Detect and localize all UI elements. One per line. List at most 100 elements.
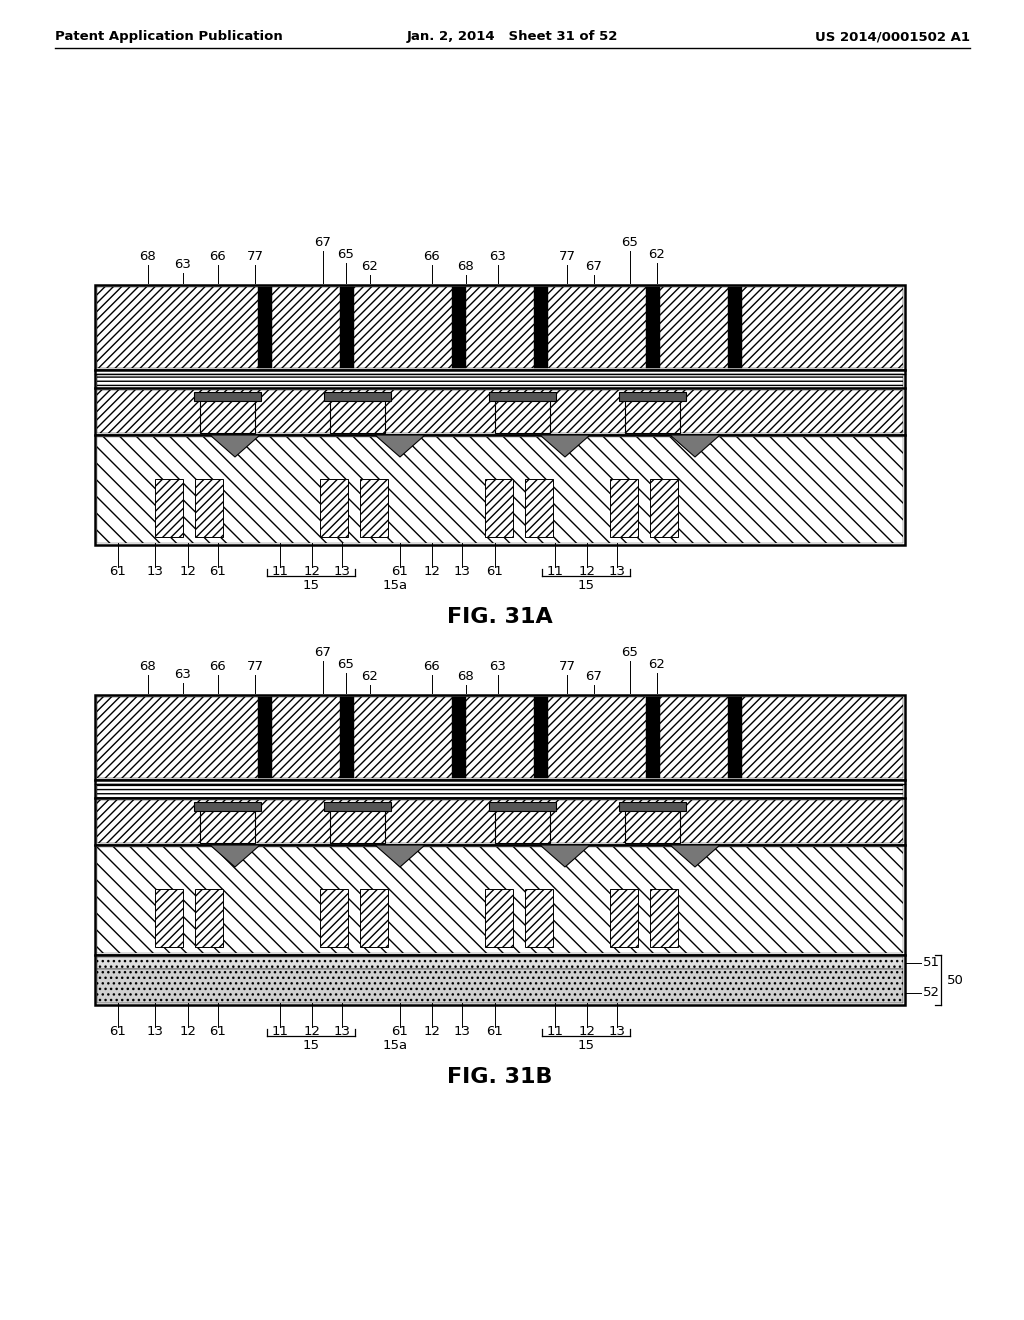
Bar: [200, 399, 255, 433]
Bar: [534, 286, 548, 368]
Bar: [95, 780, 905, 845]
Bar: [485, 888, 513, 946]
Bar: [319, 888, 348, 946]
Bar: [155, 479, 183, 537]
Bar: [489, 392, 556, 401]
Text: 77: 77: [558, 249, 575, 263]
Bar: [97, 784, 903, 799]
Polygon shape: [540, 845, 590, 867]
Bar: [525, 479, 553, 537]
Text: Patent Application Publication: Patent Application Publication: [55, 30, 283, 44]
Bar: [452, 697, 466, 777]
Text: 13: 13: [334, 1026, 350, 1038]
Text: 77: 77: [247, 249, 263, 263]
Text: 13: 13: [454, 565, 470, 578]
Bar: [646, 286, 660, 368]
Bar: [200, 809, 255, 843]
Bar: [97, 847, 903, 953]
Text: 12: 12: [579, 565, 596, 578]
Bar: [95, 370, 905, 436]
Text: 12: 12: [303, 1026, 321, 1038]
Text: 61: 61: [210, 1026, 226, 1038]
Text: 51: 51: [923, 957, 940, 969]
Text: 13: 13: [608, 1026, 626, 1038]
Polygon shape: [210, 845, 260, 867]
Bar: [360, 479, 388, 537]
Bar: [258, 697, 272, 777]
Bar: [650, 888, 678, 946]
Text: 63: 63: [174, 257, 191, 271]
Text: 67: 67: [586, 671, 602, 682]
Text: 52: 52: [923, 986, 940, 999]
Text: 12: 12: [179, 1026, 197, 1038]
Text: 61: 61: [486, 565, 504, 578]
Bar: [625, 809, 680, 843]
Text: 63: 63: [489, 249, 507, 263]
Bar: [97, 374, 903, 388]
Polygon shape: [375, 436, 425, 457]
Bar: [618, 803, 686, 810]
Bar: [97, 957, 903, 969]
Text: 62: 62: [648, 657, 666, 671]
Text: 13: 13: [608, 565, 626, 578]
Bar: [452, 286, 466, 368]
Text: 12: 12: [303, 565, 321, 578]
Text: 12: 12: [179, 565, 197, 578]
Text: 65: 65: [338, 657, 354, 671]
Bar: [319, 479, 348, 537]
Bar: [340, 697, 354, 777]
Bar: [194, 392, 261, 401]
Bar: [258, 286, 272, 368]
Text: US 2014/0001502 A1: US 2014/0001502 A1: [815, 30, 970, 44]
Text: 62: 62: [361, 671, 379, 682]
Text: 65: 65: [338, 248, 354, 261]
Text: 12: 12: [424, 565, 440, 578]
Text: 62: 62: [648, 248, 666, 261]
Text: 13: 13: [334, 565, 350, 578]
Bar: [95, 954, 905, 1005]
Bar: [728, 697, 742, 777]
Text: 13: 13: [454, 1026, 470, 1038]
Text: 11: 11: [271, 1026, 289, 1038]
Bar: [495, 399, 550, 433]
Text: 61: 61: [486, 1026, 504, 1038]
Bar: [95, 436, 905, 545]
Bar: [360, 888, 388, 946]
Bar: [97, 389, 903, 433]
Text: 68: 68: [139, 660, 157, 673]
Text: 15: 15: [302, 1039, 319, 1052]
Bar: [495, 809, 550, 843]
Text: 67: 67: [314, 645, 332, 659]
Bar: [194, 803, 261, 810]
Text: 63: 63: [174, 668, 191, 681]
Text: 77: 77: [247, 660, 263, 673]
Text: 61: 61: [110, 565, 126, 578]
Bar: [195, 888, 223, 946]
Text: 12: 12: [579, 1026, 596, 1038]
Text: 63: 63: [489, 660, 507, 673]
Bar: [330, 399, 385, 433]
Bar: [525, 888, 553, 946]
Text: 15: 15: [578, 579, 595, 591]
Bar: [650, 479, 678, 537]
Polygon shape: [670, 845, 720, 867]
Text: 65: 65: [622, 645, 638, 659]
Text: 13: 13: [146, 1026, 164, 1038]
Text: FIG. 31A: FIG. 31A: [447, 607, 553, 627]
Text: 11: 11: [271, 565, 289, 578]
Text: 62: 62: [361, 260, 379, 273]
Text: 68: 68: [139, 249, 157, 263]
Text: 66: 66: [210, 660, 226, 673]
Text: 68: 68: [458, 260, 474, 273]
Text: 68: 68: [458, 671, 474, 682]
Bar: [155, 888, 183, 946]
Text: 67: 67: [314, 236, 332, 249]
Text: 66: 66: [424, 660, 440, 673]
Bar: [489, 803, 556, 810]
Text: 13: 13: [146, 565, 164, 578]
Text: 15: 15: [302, 579, 319, 591]
Bar: [330, 809, 385, 843]
Text: FIG. 31B: FIG. 31B: [447, 1067, 553, 1086]
Bar: [97, 286, 903, 368]
Bar: [97, 437, 903, 543]
